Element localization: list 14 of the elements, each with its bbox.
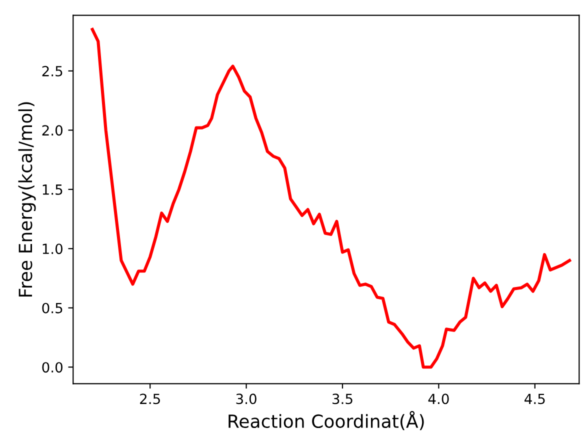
y-tick-label: 2.0 xyxy=(42,125,62,136)
y-tick-label: 0.5 xyxy=(42,302,62,314)
line-series xyxy=(90,28,572,369)
y-tick-label: 1.0 xyxy=(42,244,62,254)
x-tick-label: 3.0 xyxy=(236,394,256,404)
x-axis-title: Reaction Coordinat(Å) xyxy=(228,411,424,430)
y-axis-title: Free Energy(kcal/mol) xyxy=(18,102,36,296)
x-tick-label: 4.0 xyxy=(428,394,449,404)
x-tick-label: 2.5 xyxy=(140,394,160,404)
y-tick-label: 0.0 xyxy=(42,362,62,373)
x-tick-label: 3.5 xyxy=(332,394,352,404)
y-tick-label: 1.5 xyxy=(42,184,62,195)
y-tick-label: 2.5 xyxy=(42,66,62,76)
x-tick-label: 4.5 xyxy=(524,394,545,404)
